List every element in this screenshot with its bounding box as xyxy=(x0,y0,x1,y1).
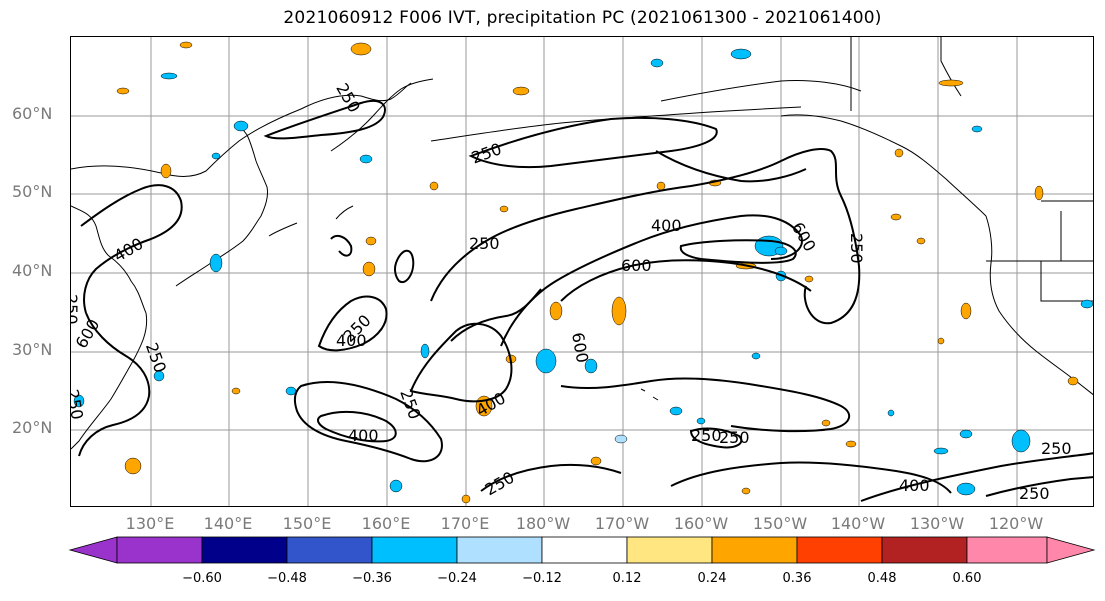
lon-label-140e: 140°E xyxy=(203,514,253,533)
colorbar-tick-label: −0.48 xyxy=(267,571,307,586)
contour-label: 250 xyxy=(847,233,866,264)
contour-label: 600 xyxy=(788,219,820,255)
contour-label: 400 xyxy=(348,426,379,445)
lon-label-170w: 170°W xyxy=(594,514,650,533)
colorbar-tick-label: 0.60 xyxy=(952,571,982,586)
colorbar-tick-label: −0.12 xyxy=(522,571,562,586)
contour-label: 250 xyxy=(71,294,81,325)
contour-label: 250 xyxy=(482,468,518,500)
colorbar-segment xyxy=(286,536,373,564)
contour-label: 250 xyxy=(469,139,504,167)
colorbar-segment xyxy=(711,536,798,564)
colorbar-extend-low xyxy=(68,536,118,564)
colorbar-extend-high xyxy=(1046,536,1096,564)
colorbar-segment xyxy=(456,536,543,564)
map-canvas: 250 250 250 250 400 400 600 600 250 400 … xyxy=(71,37,1093,506)
colorbar-segment xyxy=(541,536,628,564)
contour-label: 400 xyxy=(336,331,367,350)
colorbar-segment xyxy=(796,536,883,564)
contour-label: 250 xyxy=(719,428,750,447)
contour-label: 250 xyxy=(469,234,500,253)
colorbar-tick-label: −0.60 xyxy=(182,571,222,586)
lon-label-120w: 120°W xyxy=(988,514,1044,533)
map-panel: 250 250 250 250 400 400 600 600 250 400 … xyxy=(70,36,1094,507)
colorbar-segment xyxy=(371,536,458,564)
precip-shading xyxy=(73,41,1093,504)
colorbar-segment xyxy=(881,536,968,564)
contour-label: 600 xyxy=(568,331,592,364)
colorbar-tick-label: 0.36 xyxy=(782,571,812,586)
lon-label-150w: 150°W xyxy=(752,514,808,533)
lon-label-130w: 130°W xyxy=(909,514,965,533)
colorbar-segment xyxy=(116,536,203,564)
lat-label-50n: 50°N xyxy=(12,182,53,201)
contour-label: 250 xyxy=(691,426,722,445)
lon-label-160w: 160°W xyxy=(673,514,729,533)
lon-label-150e: 150°E xyxy=(282,514,332,533)
colorbar-tick-label: 0.48 xyxy=(867,571,897,586)
lat-label-20n: 20°N xyxy=(12,418,53,437)
ivt-contours xyxy=(78,99,1093,502)
colorbar-tick-label: 0.24 xyxy=(697,571,727,586)
colorbar-tick-label: 0.12 xyxy=(612,571,642,586)
lat-label-30n: 30°N xyxy=(12,340,53,359)
lat-label-40n: 40°N xyxy=(12,261,53,280)
coastlines xyxy=(71,37,1093,450)
contour-label: 250 xyxy=(1041,439,1072,458)
colorbar-tick-label: −0.24 xyxy=(437,571,477,586)
colorbar-segment xyxy=(966,536,1048,564)
contour-label: 250 xyxy=(142,340,170,375)
colorbar-tick-label: −0.36 xyxy=(352,571,392,586)
contour-label: 600 xyxy=(621,256,652,275)
figure-title: 2021060912 F006 IVT, precipitation PC (2… xyxy=(283,8,882,28)
lon-label-130e: 130°E xyxy=(125,514,175,533)
lon-label-160e: 160°E xyxy=(361,514,411,533)
contour-label: 400 xyxy=(651,216,682,235)
colorbar-segment xyxy=(201,536,288,564)
contour-label: 250 xyxy=(71,388,87,421)
contour-label: 400 xyxy=(899,476,930,495)
contour-label: 250 xyxy=(396,387,424,422)
colorbar xyxy=(68,536,1096,564)
lon-label-180w: 180°W xyxy=(515,514,571,533)
contour-label: 250 xyxy=(1019,484,1050,503)
lon-label-170e: 170°E xyxy=(440,514,490,533)
gridlines xyxy=(71,37,1093,506)
lat-label-60n: 60°N xyxy=(12,104,53,123)
lon-label-140w: 140°W xyxy=(830,514,886,533)
colorbar-segment xyxy=(626,536,713,564)
